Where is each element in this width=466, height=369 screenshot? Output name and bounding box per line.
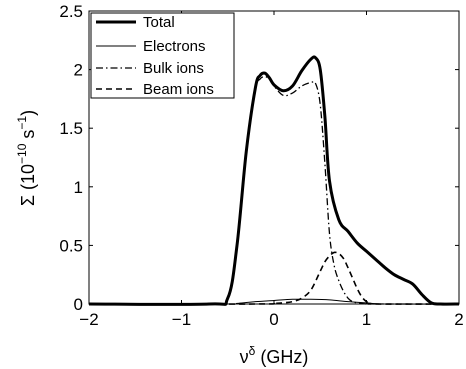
- y-tick-label: 2.5: [59, 2, 83, 21]
- y-tick-label: 1: [74, 178, 83, 197]
- y-axis-label-post: ): [18, 110, 38, 116]
- x-tick-label: 1: [362, 310, 371, 329]
- series-line-beam-ions: [88, 251, 460, 305]
- legend: Total Electrons Bulk ions Beam ions: [90, 12, 235, 99]
- x-axis-label-sup: δ: [249, 344, 256, 358]
- series-line-total: [88, 55, 460, 306]
- legend-label-electrons: Electrons: [143, 38, 206, 55]
- y-axis-label-sup1: −10: [15, 143, 29, 164]
- y-axis-label: Σ (10−10 s−1): [15, 110, 38, 206]
- x-axis-label-rest: (GHz): [255, 347, 308, 367]
- y-tick-label: 0: [74, 295, 83, 314]
- series-layer: [88, 55, 460, 306]
- x-axis-label-base: ν: [240, 347, 249, 367]
- y-axis-label-sup2: −1: [15, 116, 29, 130]
- y-axis-label-pre: Σ (10: [18, 164, 38, 206]
- x-tick-label: −2: [79, 310, 98, 329]
- x-tick-label: 0: [269, 310, 278, 329]
- legend-label-beam-ions: Beam ions: [143, 81, 214, 98]
- legend-label-bulk-ions: Bulk ions: [143, 60, 204, 77]
- x-axis-label: νδ (GHz): [240, 344, 309, 367]
- y-tick-label: 2: [74, 61, 83, 80]
- y-tick-label: 1.5: [59, 119, 83, 138]
- x-tick-label: 2: [454, 310, 463, 329]
- y-axis-label-mid: s: [18, 130, 38, 144]
- x-tick-label: −1: [172, 310, 191, 329]
- legend-label-total: Total: [143, 14, 175, 31]
- legend-box: [90, 12, 235, 99]
- x-tick-labels: −2 −1 0 1 2: [79, 310, 463, 329]
- y-tick-labels: 0 0.5 1 1.5 2 2.5: [59, 2, 83, 314]
- y-tick-label: 0.5: [59, 236, 83, 255]
